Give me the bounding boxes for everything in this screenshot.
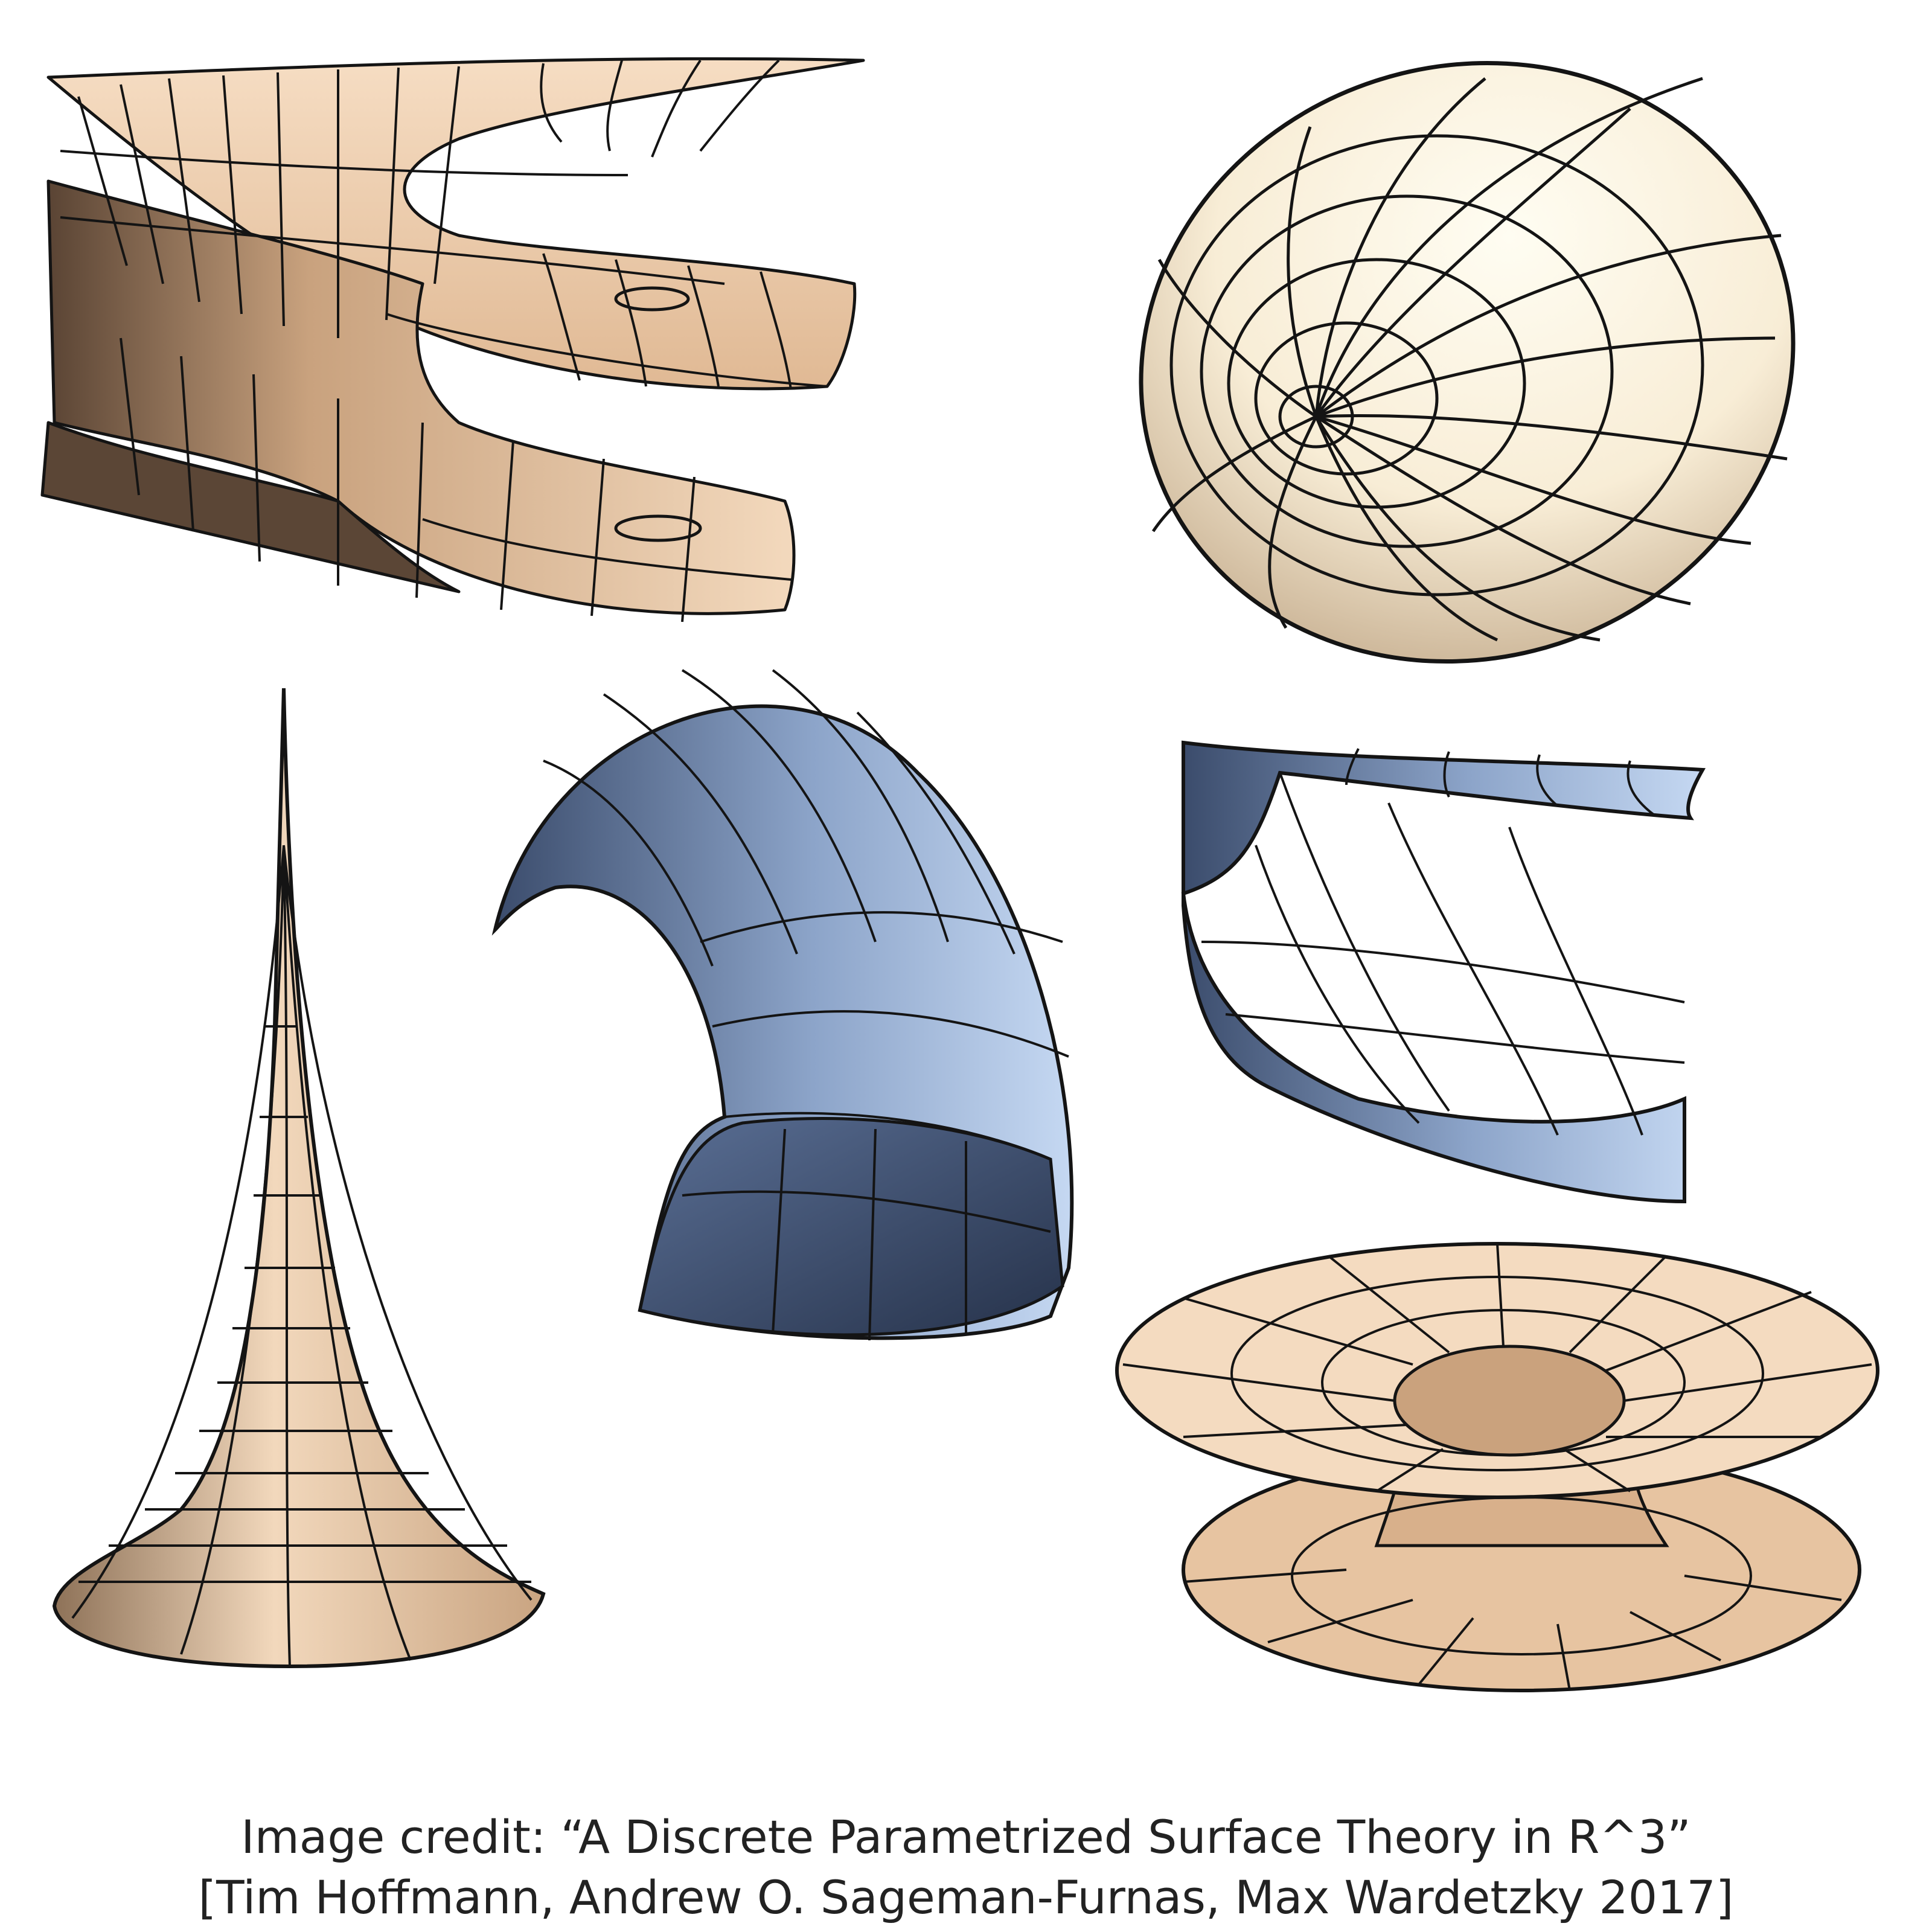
helicoid-surface [40, 57, 865, 622]
pseudosphere-surface [52, 688, 546, 1669]
credit-line-title: Image credit: “A Discrete Parametrized S… [241, 1810, 1691, 1864]
credit-line-authors: [Tim Hoffmann, Andrew O. Sageman-Furnas,… [198, 1870, 1734, 1924]
blue-helicoid-surface [1181, 740, 1706, 1204]
blue-arch-surface [491, 669, 1074, 1341]
ellipsoid-surface [1139, 60, 1796, 664]
catenoid-surface [1115, 1242, 1879, 1692]
